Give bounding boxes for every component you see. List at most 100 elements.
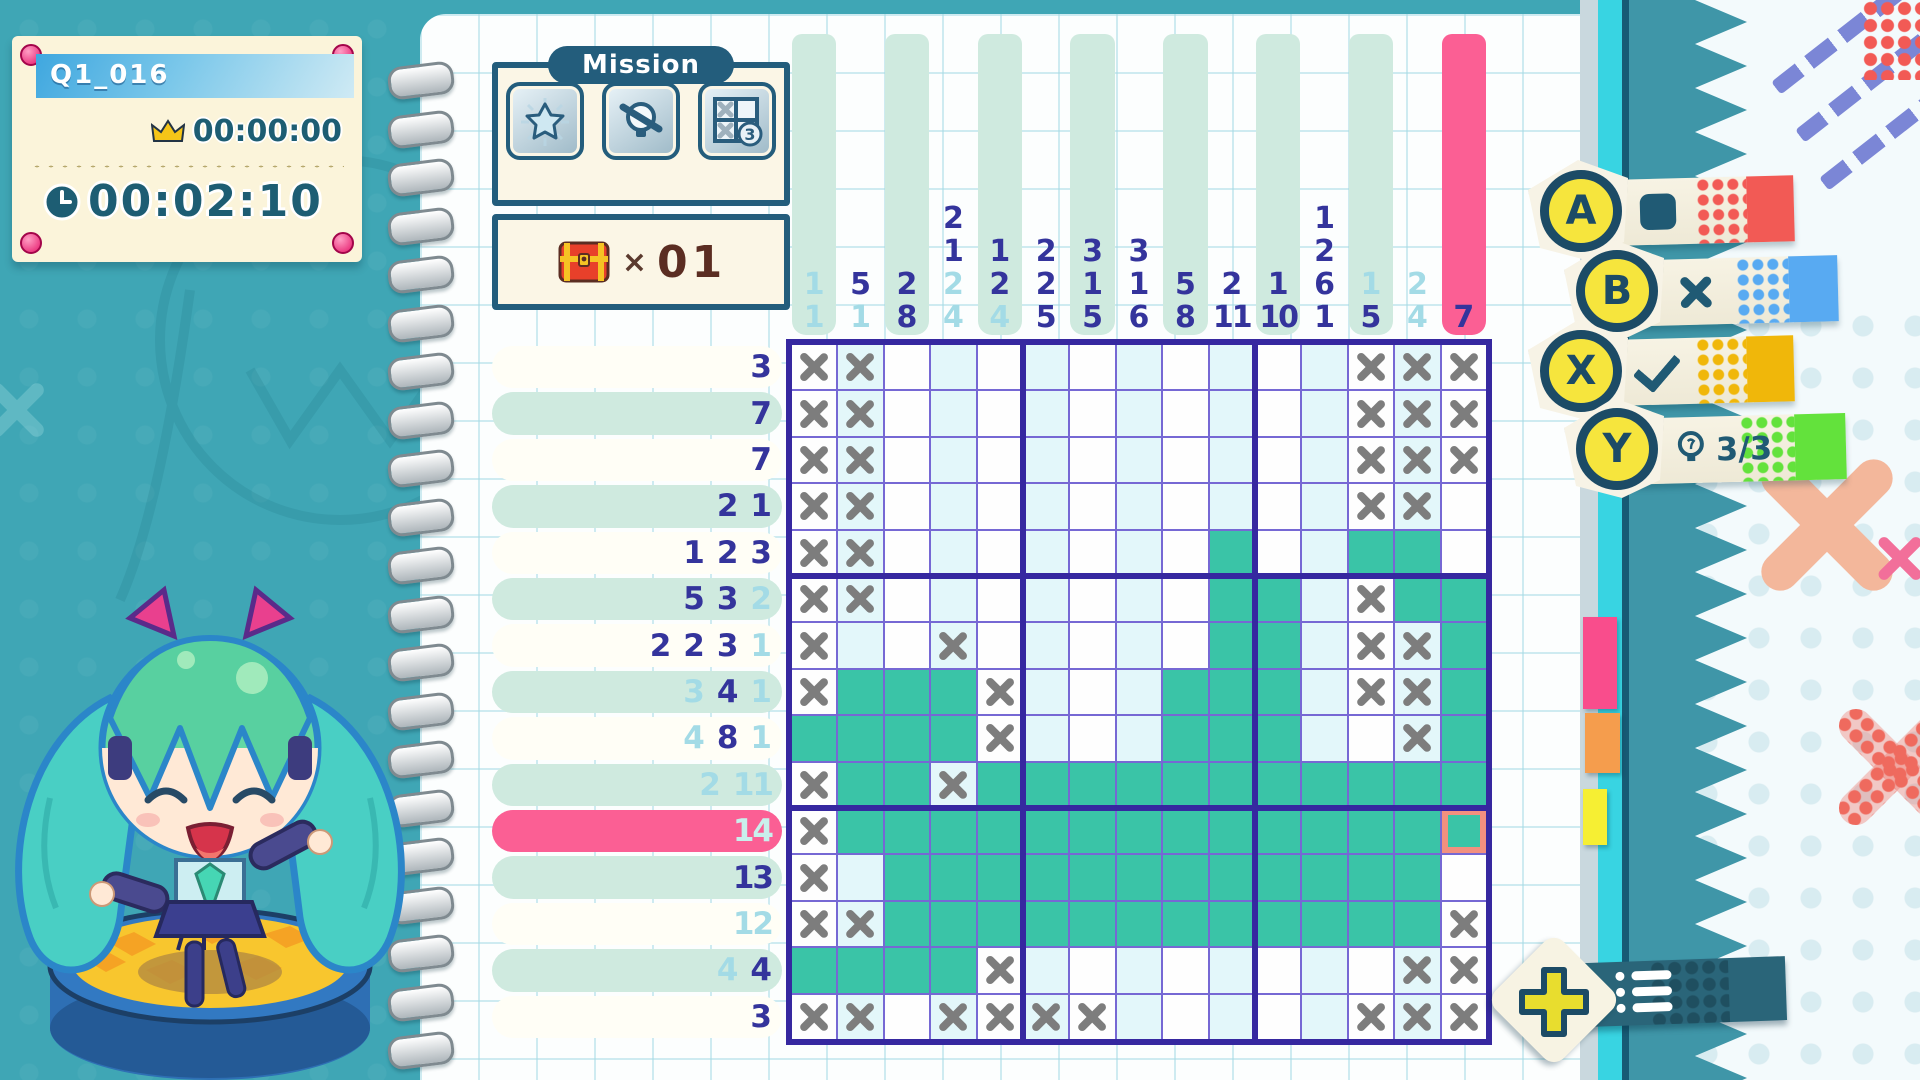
cell-r12-c8[interactable] (1116, 855, 1162, 900)
cell-r11-c9[interactable] (1163, 809, 1208, 854)
cell-r8-c5[interactable] (977, 669, 1022, 715)
cell-r7-c2[interactable] (838, 623, 883, 668)
cell-r4-c7[interactable] (1070, 484, 1115, 529)
cell-r8-c11[interactable] (1256, 669, 1301, 715)
cell-r4-c5[interactable] (977, 484, 1022, 529)
cell-r14-c14[interactable] (1395, 948, 1440, 993)
cell-r6-c10[interactable] (1209, 577, 1254, 622)
cell-r13-c13[interactable] (1348, 901, 1394, 947)
cell-r12-c15[interactable] (1441, 855, 1486, 900)
cell-r15-c6[interactable] (1024, 994, 1069, 1039)
cell-r5-c1[interactable] (792, 530, 837, 575)
cell-r8-c15[interactable] (1441, 669, 1486, 715)
cell-r1-c1[interactable] (792, 345, 837, 390)
cell-r11-c8[interactable] (1116, 809, 1162, 854)
cell-r12-c3[interactable] (884, 855, 930, 900)
cell-r5-c10[interactable] (1209, 530, 1254, 575)
cell-r13-c9[interactable] (1163, 901, 1208, 947)
cell-r6-c11[interactable] (1256, 577, 1301, 622)
cell-r9-c7[interactable] (1070, 716, 1115, 761)
cell-r11-c4[interactable] (931, 809, 976, 854)
cell-r8-c12[interactable] (1302, 669, 1347, 715)
cell-r14-c2[interactable] (838, 948, 883, 993)
cell-r6-c15[interactable] (1441, 577, 1486, 622)
cell-r15-c4[interactable] (931, 994, 976, 1039)
cell-r2-c11[interactable] (1256, 391, 1301, 436)
cell-r7-c14[interactable] (1395, 623, 1440, 668)
cell-r9-c8[interactable] (1116, 716, 1162, 761)
cell-r12-c13[interactable] (1348, 855, 1394, 900)
cell-r5-c4[interactable] (931, 530, 976, 575)
cell-r5-c12[interactable] (1302, 530, 1347, 575)
cell-r1-c2[interactable] (838, 345, 883, 390)
cell-r9-c2[interactable] (838, 716, 883, 761)
cell-r8-c6[interactable] (1024, 669, 1069, 715)
cell-r6-c2[interactable] (838, 577, 883, 622)
cell-r2-c12[interactable] (1302, 391, 1347, 436)
cell-r1-c10[interactable] (1209, 345, 1254, 390)
cell-r4-c2[interactable] (838, 484, 883, 529)
cell-r5-c8[interactable] (1116, 530, 1162, 575)
cell-r1-c15[interactable] (1441, 345, 1486, 390)
hint-ribbon[interactable]: 3/3 (1615, 413, 1847, 485)
cell-r14-c8[interactable] (1116, 948, 1162, 993)
cell-r7-c1[interactable] (792, 623, 837, 668)
cell-r9-c3[interactable] (884, 716, 930, 761)
cell-r7-c7[interactable] (1070, 623, 1115, 668)
cell-r13-c11[interactable] (1256, 901, 1301, 947)
cell-r13-c5[interactable] (977, 901, 1022, 947)
cell-r11-c13[interactable] (1348, 809, 1394, 854)
cell-r3-c1[interactable] (792, 437, 837, 483)
cell-r2-c3[interactable] (884, 391, 930, 436)
cell-r2-c7[interactable] (1070, 391, 1115, 436)
cell-r6-c8[interactable] (1116, 577, 1162, 622)
cell-r8-c10[interactable] (1209, 669, 1254, 715)
cell-r10-c14[interactable] (1395, 762, 1440, 807)
cell-r8-c14[interactable] (1395, 669, 1440, 715)
cell-r3-c11[interactable] (1256, 437, 1301, 483)
cell-r3-c12[interactable] (1302, 437, 1347, 483)
cell-r9-c14[interactable] (1395, 716, 1440, 761)
cell-r15-c14[interactable] (1395, 994, 1440, 1039)
cell-r8-c4[interactable] (931, 669, 976, 715)
cell-r2-c10[interactable] (1209, 391, 1254, 436)
cell-r14-c7[interactable] (1070, 948, 1115, 993)
cell-r11-c15[interactable] (1441, 809, 1486, 854)
cell-r1-c7[interactable] (1070, 345, 1115, 390)
cell-r13-c14[interactable] (1395, 901, 1440, 947)
cell-r3-c6[interactable] (1024, 437, 1069, 483)
cell-r7-c12[interactable] (1302, 623, 1347, 668)
cell-r7-c8[interactable] (1116, 623, 1162, 668)
cell-r15-c10[interactable] (1209, 994, 1254, 1039)
cell-r10-c5[interactable] (977, 762, 1022, 807)
cell-r2-c15[interactable] (1441, 391, 1486, 436)
cell-r4-c1[interactable] (792, 484, 837, 529)
cell-r1-c11[interactable] (1256, 345, 1301, 390)
cell-r3-c5[interactable] (977, 437, 1022, 483)
cell-r2-c6[interactable] (1024, 391, 1069, 436)
cell-r3-c15[interactable] (1441, 437, 1486, 483)
cell-r9-c6[interactable] (1024, 716, 1069, 761)
cell-r3-c9[interactable] (1163, 437, 1208, 483)
cell-r6-c7[interactable] (1070, 577, 1115, 622)
cell-r7-c13[interactable] (1348, 623, 1394, 668)
cell-r1-c13[interactable] (1348, 345, 1394, 390)
cell-r14-c13[interactable] (1348, 948, 1394, 993)
cell-r1-c5[interactable] (977, 345, 1022, 390)
cell-r6-c12[interactable] (1302, 577, 1347, 622)
cell-r7-c15[interactable] (1441, 623, 1486, 668)
cell-r15-c8[interactable] (1116, 994, 1162, 1039)
cell-r11-c1[interactable] (792, 809, 837, 854)
cell-r11-c7[interactable] (1070, 809, 1115, 854)
cell-r4-c8[interactable] (1116, 484, 1162, 529)
cell-r3-c14[interactable] (1395, 437, 1440, 483)
cell-r5-c13[interactable] (1348, 530, 1394, 575)
cell-r14-c9[interactable] (1163, 948, 1208, 993)
puzzle-grid[interactable] (786, 339, 1492, 1045)
cell-r4-c6[interactable] (1024, 484, 1069, 529)
cell-r6-c14[interactable] (1395, 577, 1440, 622)
cell-r8-c13[interactable] (1348, 669, 1394, 715)
cell-r10-c8[interactable] (1116, 762, 1162, 807)
cell-r12-c11[interactable] (1256, 855, 1301, 900)
cell-r7-c6[interactable] (1024, 623, 1069, 668)
